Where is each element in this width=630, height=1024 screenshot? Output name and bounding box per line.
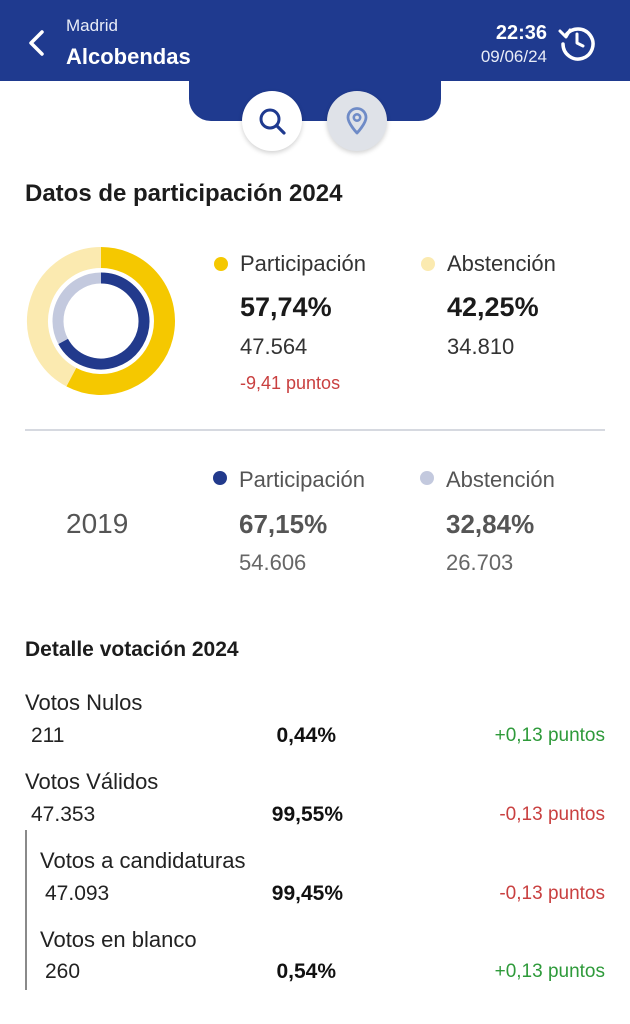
detail-row-label: Votos Nulos bbox=[25, 690, 143, 715]
participation-2024-count: 47.564 bbox=[240, 334, 308, 359]
donut-slice-abstention-2024 bbox=[27, 247, 102, 387]
donut-slice-abstention-2019 bbox=[52, 272, 102, 344]
abstention-2019-dot bbox=[420, 471, 434, 485]
participation-2019-pct: 67,15% bbox=[239, 509, 328, 539]
location-pin-icon bbox=[346, 107, 368, 135]
back-button[interactable] bbox=[22, 26, 52, 60]
detail-row-count: 47.093 bbox=[45, 882, 110, 905]
detail-row-delta: -0,13 puntos bbox=[499, 883, 605, 904]
back-arrow-icon bbox=[29, 30, 44, 56]
detail-row-label: Votos a candidaturas bbox=[40, 848, 246, 873]
donut-slice-participation-2024 bbox=[66, 247, 175, 395]
abstention-2024-dot bbox=[421, 257, 435, 271]
participation-title: Datos de participación 2024 bbox=[25, 180, 343, 207]
participation-donut-chart bbox=[27, 247, 175, 395]
detail-row-label: Votos en blanco bbox=[40, 927, 197, 952]
abstention-2024-label: Abstención bbox=[447, 251, 556, 276]
search-icon bbox=[259, 108, 286, 135]
search-button[interactable] bbox=[242, 91, 302, 151]
participation-2024-dot bbox=[214, 257, 228, 271]
refresh-button[interactable] bbox=[557, 22, 597, 62]
update-date: 09/06/24 bbox=[480, 47, 547, 66]
participation-2024-delta: -9,41 puntos bbox=[240, 373, 341, 393]
participation-2019-dot bbox=[213, 471, 227, 485]
detail-row-label: Votos Válidos bbox=[25, 769, 159, 794]
detail-title: Detalle votación 2024 bbox=[25, 638, 239, 661]
participation-2019-label: Participación bbox=[239, 467, 365, 492]
participation-2024-label: Participación bbox=[240, 251, 366, 276]
abstention-2019-label: Abstención bbox=[446, 467, 555, 492]
update-time: 22:36 bbox=[495, 22, 547, 44]
top-app-bar: Madrid Alcobendas 22:36 09/06/24 bbox=[0, 0, 630, 81]
abstention-2024-count: 34.810 bbox=[447, 334, 515, 359]
detail-row-delta: +0,13 puntos bbox=[494, 961, 605, 982]
previous-year: 2019 bbox=[66, 508, 129, 539]
abstention-2019-count: 26.703 bbox=[446, 550, 514, 575]
region-name: Madrid bbox=[66, 16, 118, 35]
detail-row-count: 47.353 bbox=[31, 803, 96, 826]
donut-slice-participation-2019 bbox=[58, 272, 150, 370]
participation-2019-count: 54.606 bbox=[239, 550, 307, 575]
detail-row-count: 260 bbox=[45, 960, 81, 983]
city-name: Alcobendas bbox=[66, 44, 191, 69]
abstention-2019-pct: 32,84% bbox=[446, 509, 535, 539]
detail-row-pct: 99,55% bbox=[271, 803, 343, 826]
detail-row-pct: 0,54% bbox=[276, 960, 336, 983]
detail-row-delta: +0,13 puntos bbox=[494, 725, 605, 746]
abstention-2024-pct: 42,25% bbox=[447, 292, 539, 322]
action-tab-bar bbox=[189, 81, 441, 121]
detail-row-pct: 99,45% bbox=[271, 882, 343, 905]
detail-row-pct: 0,44% bbox=[276, 724, 336, 747]
section-divider bbox=[25, 429, 605, 431]
sub-items-indent-line bbox=[25, 830, 27, 990]
participation-2024-pct: 57,74% bbox=[240, 292, 332, 322]
detail-row-delta: -0,13 puntos bbox=[499, 804, 605, 825]
detail-row-count: 211 bbox=[31, 724, 65, 747]
history-refresh-icon bbox=[558, 27, 595, 61]
location-button[interactable] bbox=[327, 91, 387, 151]
